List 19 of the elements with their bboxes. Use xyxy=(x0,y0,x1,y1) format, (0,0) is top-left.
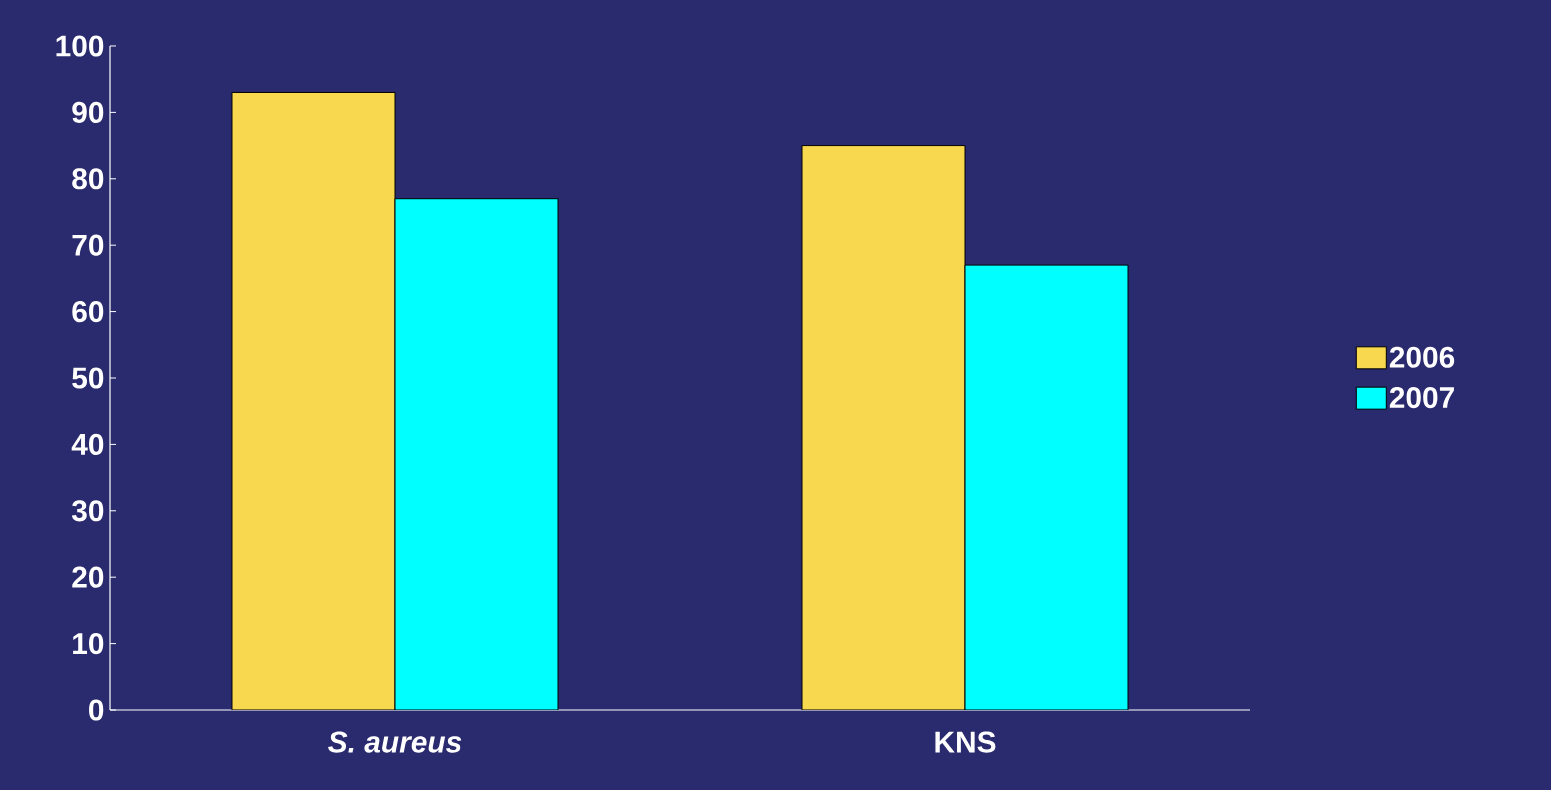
y-tick-label: 40 xyxy=(71,433,104,455)
bar xyxy=(394,198,559,710)
y-tick-label: 20 xyxy=(72,566,104,588)
y-tick-label: 30 xyxy=(71,500,104,522)
y-tick-label: 10 xyxy=(73,633,104,655)
bar xyxy=(801,145,966,710)
y-tick-label: 50 xyxy=(72,367,104,389)
y-tick-label: 70 xyxy=(72,234,104,256)
x-tick-label: KNS xyxy=(935,731,996,753)
legend-label: 2006 xyxy=(1389,346,1455,368)
y-tick-label: 90 xyxy=(72,101,104,123)
x-tick-label: S. aureus xyxy=(328,731,462,753)
y-tick-label: 100 xyxy=(56,35,104,57)
legend-label: 2007 xyxy=(1389,386,1454,409)
y-tick-label: 60 xyxy=(72,301,104,323)
bar xyxy=(231,91,396,710)
y-tick-label: 80 xyxy=(72,168,104,190)
bar xyxy=(964,264,1129,710)
y-tick-label: 0 xyxy=(89,699,104,721)
